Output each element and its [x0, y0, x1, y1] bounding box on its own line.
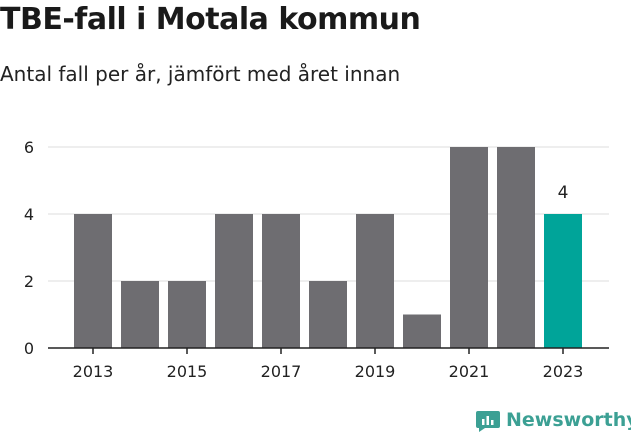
bar-2018	[309, 281, 347, 348]
x-tick-label: 2023	[543, 362, 584, 381]
bar-2022	[497, 147, 535, 348]
y-tick-label: 0	[24, 339, 34, 358]
bar-2023	[544, 214, 582, 348]
y-tick-label: 4	[24, 205, 34, 224]
chart-title: TBE-fall i Motala kommun	[0, 2, 421, 37]
logo-text: Newsworthy	[506, 409, 631, 431]
y-tick-label: 6	[24, 138, 34, 157]
chart-subtitle: Antal fall per år, jämfört med året inna…	[0, 62, 401, 86]
x-tick-label: 2017	[261, 362, 302, 381]
x-tick-label: 2019	[355, 362, 396, 381]
bar-2014	[121, 281, 159, 348]
bar-2015	[168, 281, 206, 348]
bar-chart: 0 2 4 6 4 2013 2015 2017 2019 2021 2023	[24, 138, 609, 381]
x-tick-label: 2021	[449, 362, 490, 381]
bar-2020	[403, 314, 441, 348]
y-tick-label: 2	[24, 272, 34, 291]
bar-chart-speech-bubble-icon	[476, 411, 500, 432]
bar-2021	[450, 147, 488, 348]
bar-2017	[262, 214, 300, 348]
data-label: 4	[558, 183, 569, 203]
bar-2019	[356, 214, 394, 348]
bar-2016	[215, 214, 253, 348]
x-tick-label: 2015	[167, 362, 208, 381]
newsworthy-logo: Newsworthy	[476, 408, 631, 432]
x-tick-label: 2013	[73, 362, 114, 381]
bar-2013	[74, 214, 112, 348]
